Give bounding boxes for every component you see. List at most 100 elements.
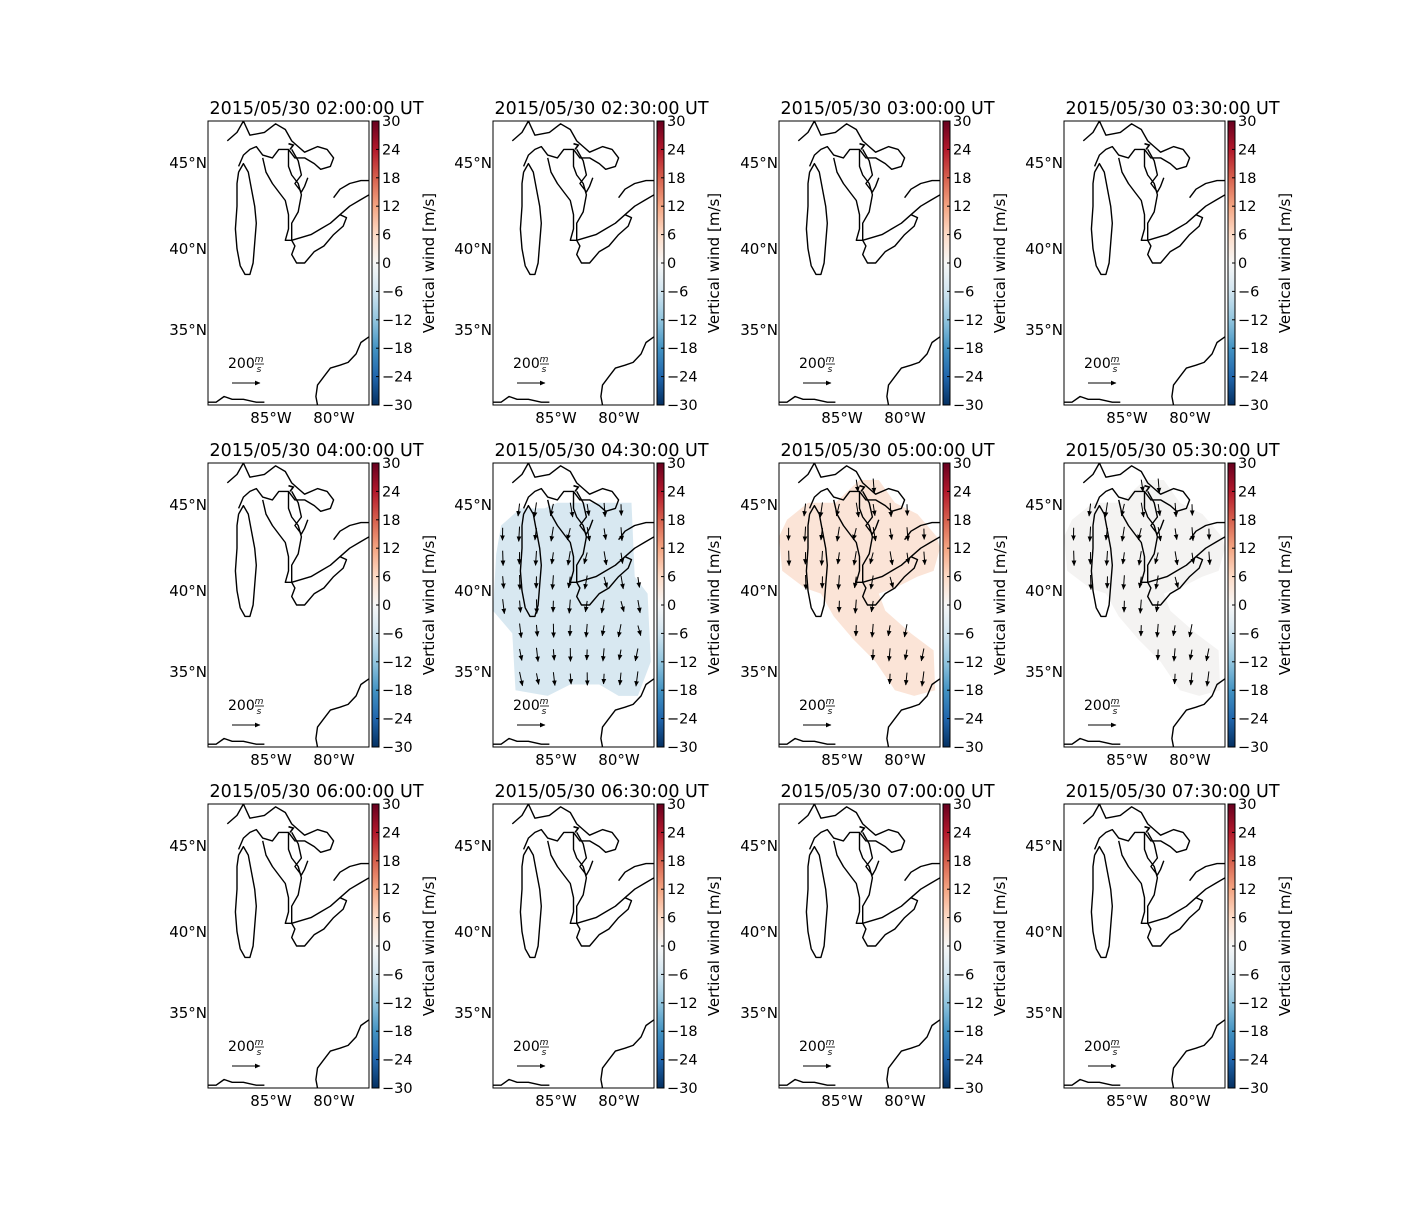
coastline: [520, 847, 541, 958]
coastline: [340, 878, 369, 898]
colorbar-tick-label: −18: [953, 1024, 984, 1040]
colorbar-tick-label: 18: [953, 513, 971, 529]
lat-tick-label: 35°N: [169, 663, 207, 681]
reference-arrow-unit: m: [540, 697, 549, 707]
reference-arrow-unit: s: [542, 1048, 547, 1058]
lat-tick-label: 45°N: [1025, 837, 1063, 855]
lat-tick-label: 35°N: [454, 1004, 492, 1022]
colorbar-label: Vertical wind [m/s]: [420, 193, 438, 333]
colorbar-tick-label: 24: [382, 484, 400, 500]
coastline: [334, 181, 369, 198]
lon-tick-label: 85°W: [250, 751, 292, 769]
coastline: [548, 832, 587, 923]
colorbar-label: Vertical wind [m/s]: [991, 876, 1009, 1016]
coastline: [779, 1080, 835, 1086]
colorbar-tick-label: 30: [382, 797, 400, 813]
colorbar-tick-label: −24: [953, 1053, 984, 1069]
coastline: [1145, 144, 1150, 150]
colorbar-tick-label: −6: [1238, 284, 1259, 300]
coastline: [577, 898, 632, 946]
coastline: [340, 537, 369, 557]
colorbar-tick-label: −18: [667, 1024, 698, 1040]
lat-tick-label: 40°N: [740, 923, 778, 941]
colorbar-tick-label: −6: [382, 967, 403, 983]
colorbar-tick-label: 18: [382, 513, 400, 529]
coastline: [806, 164, 827, 275]
lon-tick-label: 80°W: [1169, 409, 1211, 427]
coastline: [227, 463, 333, 511]
colorbar-tick-label: 12: [382, 541, 400, 557]
colorbar-tick-label: 24: [1238, 484, 1256, 500]
colorbar-tick-label: −12: [953, 655, 984, 671]
colorbar-tick-label: 6: [1238, 911, 1247, 927]
colorbar-tick-label: 18: [1238, 513, 1256, 529]
colorbar-tick-label: 30: [953, 797, 971, 813]
reference-arrow-value: 200: [513, 1039, 540, 1055]
colorbar-tick-label: −12: [667, 655, 698, 671]
vertical-wind-field: [493, 503, 651, 696]
coastline: [779, 397, 835, 403]
coastline: [235, 847, 256, 958]
colorbar-tick-label: 12: [667, 882, 685, 898]
coastline: [911, 195, 940, 215]
colorbar-tick-label: −6: [953, 284, 974, 300]
coastline: [601, 337, 654, 405]
colorbar-label: Vertical wind [m/s]: [1276, 535, 1294, 675]
colorbar-label: Vertical wind [m/s]: [420, 535, 438, 675]
coastline: [601, 1020, 654, 1088]
colorbar-label: Vertical wind [m/s]: [991, 193, 1009, 333]
colorbar-tick-label: 0: [667, 598, 676, 614]
colorbar-tick-label: −18: [1238, 1024, 1269, 1040]
colorbar-tick-label: 18: [667, 513, 685, 529]
lat-tick-label: 45°N: [169, 837, 207, 855]
reference-arrow-unit: m: [1111, 355, 1120, 365]
colorbar-tick-label: 18: [667, 171, 685, 187]
colorbar-label: Vertical wind [m/s]: [1276, 876, 1294, 1016]
colorbar-tick-label: 18: [953, 171, 971, 187]
lon-tick-label: 80°W: [598, 751, 640, 769]
lon-tick-label: 80°W: [1169, 1092, 1211, 1110]
colorbar-tick-label: −18: [382, 341, 413, 357]
coastline: [1190, 181, 1225, 198]
colorbar-tick-label: 12: [382, 882, 400, 898]
lat-tick-label: 45°N: [740, 837, 778, 855]
vertical-wind-field: [1064, 480, 1225, 696]
colorbar-tick-label: −30: [667, 1081, 698, 1097]
coastline: [1196, 878, 1225, 898]
lat-tick-label: 35°N: [454, 321, 492, 339]
colorbar-tick-label: 0: [1238, 939, 1247, 955]
reference-arrow-value: 200: [513, 698, 540, 714]
colorbar-tick-label: 0: [953, 939, 962, 955]
colorbar-tick-label: −30: [1238, 740, 1269, 756]
lat-tick-label: 35°N: [1025, 1004, 1063, 1022]
colorbar-tick-label: 24: [953, 484, 971, 500]
lat-tick-label: 35°N: [1025, 663, 1063, 681]
lat-tick-label: 35°N: [740, 1004, 778, 1022]
colorbar-tick-label: 30: [1238, 797, 1256, 813]
lat-tick-label: 35°N: [1025, 321, 1063, 339]
reference-arrow-unit: s: [1113, 1048, 1118, 1058]
reference-arrow-value: 200: [799, 698, 826, 714]
lon-tick-label: 85°W: [535, 409, 577, 427]
coastline: [235, 164, 256, 275]
coastline: [860, 144, 865, 150]
colorbar-tick-label: 12: [382, 199, 400, 215]
colorbar-tick-label: 12: [667, 199, 685, 215]
lat-tick-label: 40°N: [169, 240, 207, 258]
colorbar-tick-label: −24: [667, 1053, 698, 1069]
lon-tick-label: 85°W: [535, 751, 577, 769]
reference-arrow-unit: s: [828, 1048, 833, 1058]
reference-arrow-value: 200: [1084, 1039, 1111, 1055]
colorbar-tick-label: −30: [382, 398, 413, 414]
coastline: [806, 847, 827, 958]
reference-arrow-value: 200: [228, 1039, 255, 1055]
colorbar-tick-label: −18: [382, 1024, 413, 1040]
coastline: [263, 149, 302, 240]
